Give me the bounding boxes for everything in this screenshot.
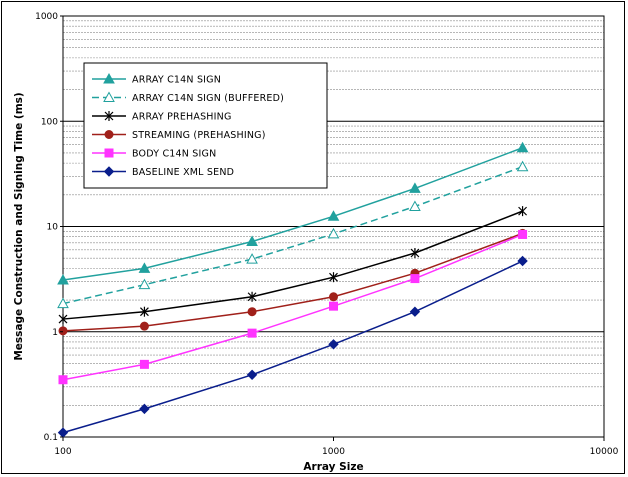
legend-label: ARRAY C14N SIGN <box>132 75 221 86</box>
series-line <box>62 147 523 281</box>
data-point <box>329 292 338 302</box>
data-point <box>329 301 338 311</box>
legend-label: ARRAY PREHASHING <box>132 112 232 123</box>
x-tick-label: 1000 <box>322 447 345 457</box>
legend-label: BASELINE XML SEND <box>132 167 234 178</box>
data-point <box>139 321 149 331</box>
y-tick-label: 10 <box>47 223 59 233</box>
legend-label: BODY C14N SIGN <box>132 149 216 160</box>
data-point <box>247 291 257 302</box>
x-tick-label: 10000 <box>590 447 619 457</box>
data-point <box>247 328 257 338</box>
data-point <box>327 227 340 239</box>
y-tick-label: 1 <box>52 328 58 338</box>
data-point <box>246 235 258 247</box>
data-point <box>139 359 149 369</box>
data-point <box>104 111 114 121</box>
data-point <box>327 210 340 221</box>
x-tick-label: 100 <box>54 447 71 457</box>
data-point <box>410 274 420 284</box>
data-point <box>103 91 115 102</box>
data-point <box>140 306 149 317</box>
series-line <box>62 232 523 332</box>
series-line <box>62 210 523 320</box>
data-point <box>517 255 528 267</box>
legend-label: STREAMING (PREHASHING) <box>132 130 266 141</box>
data-point <box>103 72 115 84</box>
data-point <box>58 326 68 336</box>
legend-box <box>83 62 328 189</box>
legend-label: ARRAY C14N SIGN (BUFFERED) <box>132 93 284 104</box>
data-point <box>104 130 114 139</box>
y-axis-title: Message Construction and Signing Time (m… <box>13 92 25 360</box>
series-line <box>62 165 523 305</box>
data-point <box>409 182 421 193</box>
data-point <box>58 314 68 325</box>
data-point <box>104 148 114 158</box>
data-point <box>516 160 529 172</box>
data-point <box>103 166 115 177</box>
data-point <box>58 375 68 385</box>
data-point <box>329 272 338 283</box>
data-point <box>246 253 258 264</box>
data-point <box>518 229 528 239</box>
data-point <box>246 369 258 380</box>
legend: ARRAY C14N SIGN ARRAY C14N SIGN (BUFFERED… <box>83 62 328 189</box>
series-line <box>62 260 523 434</box>
data-point <box>138 262 151 273</box>
data-point <box>57 274 69 285</box>
data-point <box>328 339 339 350</box>
data-point <box>409 200 421 211</box>
data-point <box>516 141 529 153</box>
data-point <box>409 306 421 317</box>
data-point <box>247 307 257 317</box>
series-line <box>62 233 523 381</box>
data-point <box>518 206 527 217</box>
tick-labels: 0.1 1 10 100 1000 100 1000 10000 <box>35 12 618 457</box>
data-point <box>57 427 69 438</box>
y-tick-label: 1000 <box>35 12 58 22</box>
data-point <box>410 248 420 259</box>
x-axis-title: Array Size <box>303 461 363 473</box>
y-tick-label: 0.1 <box>44 433 58 443</box>
series-layer <box>57 141 529 438</box>
y-tick-label: 100 <box>41 117 58 127</box>
data-point <box>57 297 69 309</box>
data-point <box>139 403 150 415</box>
data-point <box>138 278 151 290</box>
